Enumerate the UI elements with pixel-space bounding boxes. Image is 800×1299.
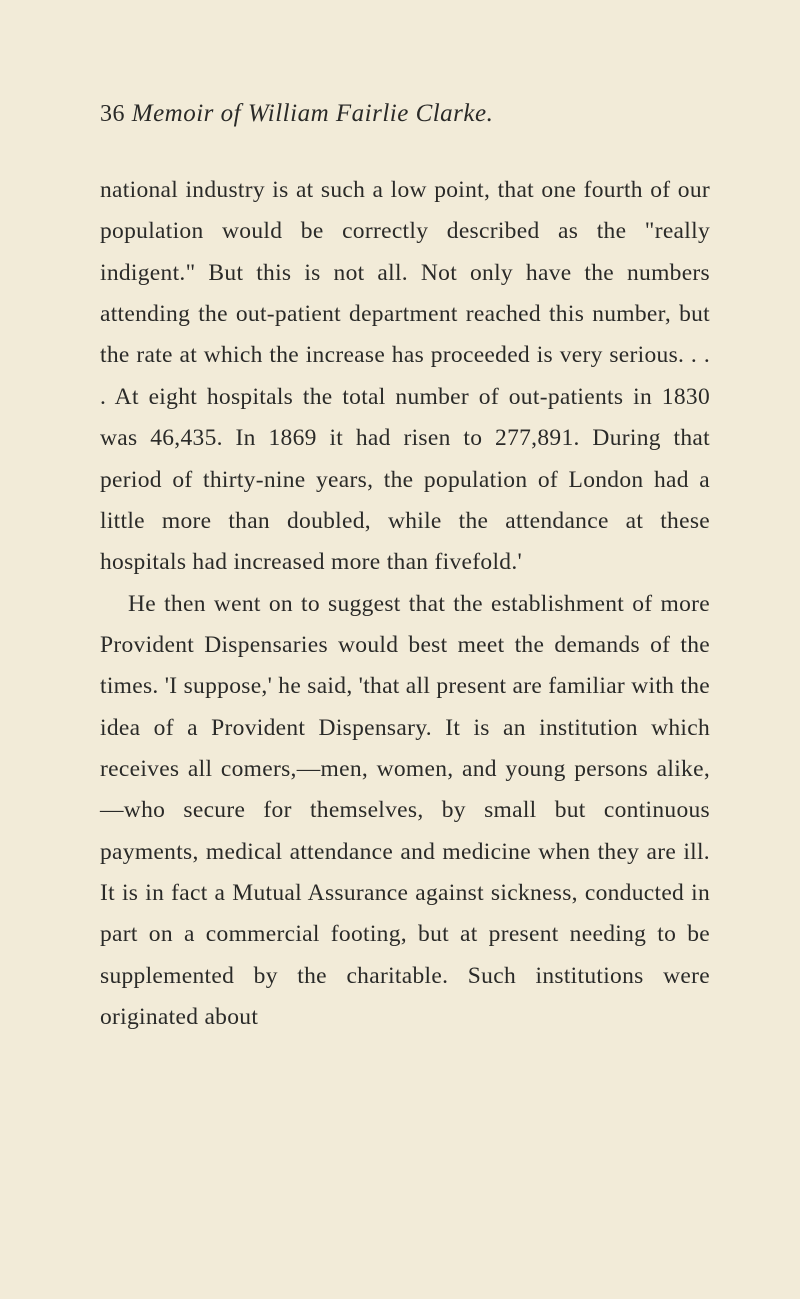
paragraph-2: He then went on to suggest that the esta… — [100, 584, 710, 1039]
page-title: Memoir of William Fairlie Clarke. — [132, 100, 494, 127]
paragraph-1: national industry is at such a low point… — [100, 170, 710, 584]
page-header: 36 Memoir of William Fairlie Clarke. — [100, 100, 710, 128]
body-text: national industry is at such a low point… — [100, 170, 710, 1039]
page-number: 36 — [100, 101, 125, 127]
